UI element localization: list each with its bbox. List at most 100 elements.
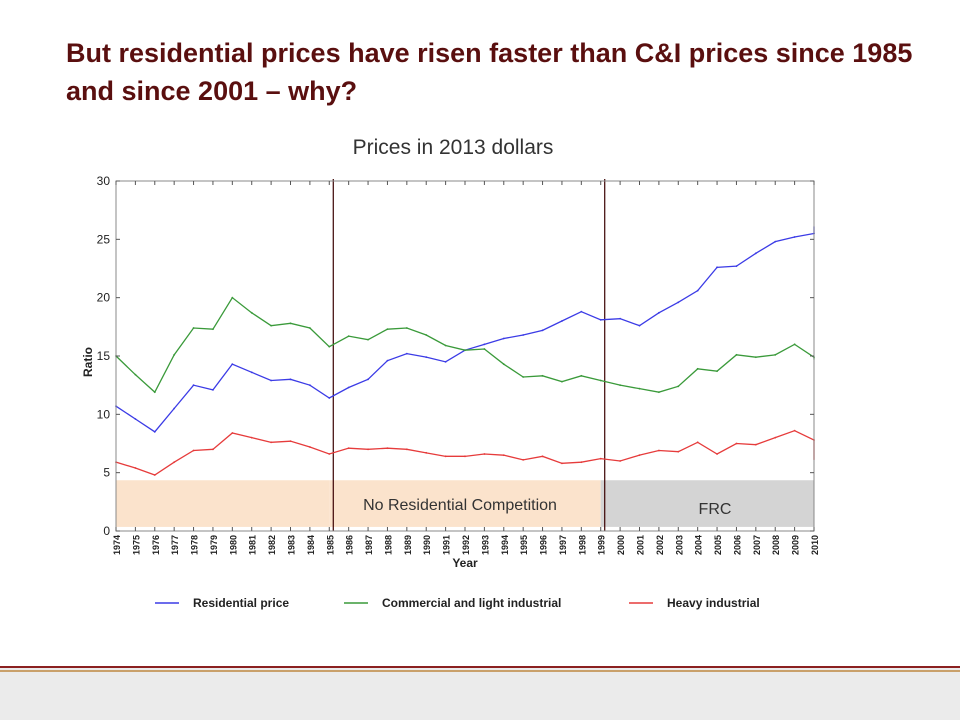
data-point: [270, 441, 273, 444]
x-tick-label: 1976: [151, 535, 161, 555]
data-point: [367, 448, 369, 451]
footer-divider-line: [0, 666, 960, 668]
data-point: [696, 289, 699, 292]
footer-accent-line: [0, 670, 960, 672]
data-point: [425, 356, 428, 359]
data-point: [619, 317, 622, 320]
data-point: [677, 301, 680, 304]
x-tick-label: 1992: [461, 535, 471, 555]
x-tick-label: 1977: [170, 535, 180, 555]
x-tick-label: 1991: [442, 535, 452, 555]
data-point: [502, 363, 505, 366]
data-point: [192, 384, 195, 387]
data-point: [386, 328, 389, 331]
data-point: [270, 379, 273, 382]
data-point: [464, 455, 466, 458]
data-point: [657, 449, 660, 452]
x-tick-label: 2010: [810, 535, 820, 555]
data-point: [754, 356, 757, 359]
data-point: [793, 343, 796, 346]
x-tick-label: 1988: [383, 535, 393, 555]
data-point: [250, 311, 253, 314]
x-tick-label: 1986: [345, 535, 355, 555]
data-point: [270, 324, 273, 327]
x-tick-label: 1985: [325, 535, 335, 555]
x-tick-label: 1996: [539, 535, 549, 555]
data-point: [289, 378, 292, 381]
y-axis-label: Ratio: [81, 347, 95, 377]
x-tick-label: 1993: [480, 535, 490, 555]
data-point: [153, 391, 156, 394]
data-point: [522, 334, 525, 336]
data-point: [696, 441, 699, 444]
data-point: [638, 454, 641, 457]
x-tick-label: 1979: [209, 535, 219, 555]
data-point: [347, 386, 350, 389]
data-point: [405, 352, 408, 355]
x-tick-label: 1975: [131, 535, 141, 555]
data-point: [619, 384, 622, 387]
y-tick-label: 20: [97, 291, 111, 305]
data-point: [250, 436, 253, 439]
data-point: [134, 418, 137, 420]
data-point: [561, 462, 563, 465]
x-tick-label: 1994: [500, 535, 510, 555]
data-point: [231, 432, 234, 434]
data-point: [192, 327, 195, 329]
legend-label-2: Commercial and light industrial: [382, 596, 561, 610]
y-tick-label: 0: [103, 524, 110, 538]
y-tick-label: 10: [97, 407, 111, 421]
regions-layer: [116, 480, 814, 527]
data-point: [677, 385, 680, 388]
data-point: [347, 335, 350, 338]
x-tick-label: 1998: [577, 535, 587, 555]
data-point: [289, 322, 292, 325]
data-point: [522, 458, 525, 461]
shaded-region-3: [600, 480, 814, 527]
data-point: [367, 378, 369, 381]
x-tick-label: 1980: [228, 535, 238, 555]
data-point: [677, 450, 680, 453]
footer-bar: [0, 666, 960, 720]
data-point: [425, 451, 428, 454]
data-point: [754, 252, 757, 255]
axes-layer: 0 5 10 15 20 25 30 1974 1975 1976 1977 1978 1979 1980…: [97, 174, 820, 555]
data-point: [308, 327, 311, 329]
data-point: [716, 370, 718, 373]
data-point: [774, 353, 777, 356]
data-point: [561, 380, 563, 383]
data-point: [541, 455, 544, 458]
x-tick-label: 1987: [364, 535, 374, 555]
data-point: [328, 345, 331, 348]
data-point: [696, 367, 699, 370]
data-point: [405, 448, 408, 451]
data-point: [774, 240, 777, 243]
data-point: [134, 467, 137, 469]
data-point: [657, 311, 660, 314]
data-point: [522, 376, 525, 378]
data-point: [716, 266, 718, 269]
data-point: [580, 461, 583, 464]
data-point: [386, 359, 389, 362]
data-point: [735, 265, 738, 268]
data-point: [308, 384, 311, 387]
data-point: [483, 343, 486, 346]
line-chart: 0 5 10 15 20 25 30 1974 1975 1976 1977 1978 1979 1980…: [81, 174, 820, 610]
series-layer: [115, 226, 815, 476]
data-point: [502, 337, 505, 340]
shaded-region-1: [116, 480, 330, 527]
data-point: [735, 442, 738, 445]
data-point: [212, 328, 214, 331]
x-tick-label: 1997: [558, 535, 568, 555]
data-point: [716, 453, 718, 455]
x-tick-label: 2007: [752, 535, 762, 555]
x-tick-label: 2008: [771, 535, 781, 555]
dividers-layer: [332, 179, 606, 531]
y-tick-label: 5: [103, 466, 110, 480]
data-point: [599, 318, 602, 321]
x-tick-label: 1995: [519, 535, 529, 555]
x-tick-label: 1983: [287, 535, 297, 555]
data-point: [638, 387, 641, 390]
x-tick-label: 1978: [190, 535, 200, 555]
x-tick-label: 1981: [248, 535, 258, 555]
